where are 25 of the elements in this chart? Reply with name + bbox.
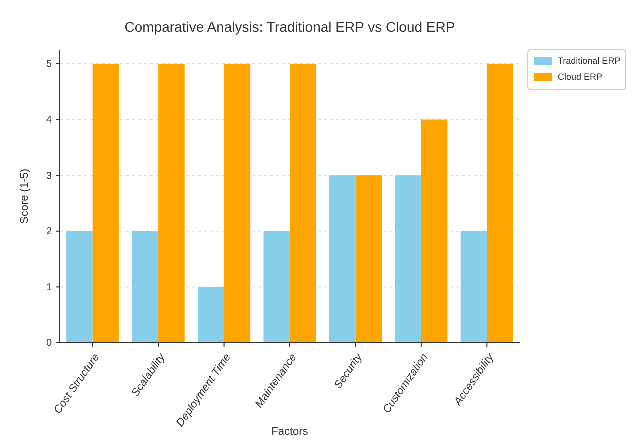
bar: [224, 64, 251, 343]
bar: [329, 176, 356, 343]
y-tick-label: 0: [46, 338, 52, 350]
y-tick-label: 2: [46, 226, 52, 238]
y-axis-title: Score (1-5): [19, 168, 31, 224]
legend-label: Cloud ERP: [558, 72, 603, 82]
y-tick-label: 1: [46, 282, 52, 294]
bar: [290, 64, 316, 343]
bar: [356, 176, 382, 343]
bar: [132, 231, 159, 343]
x-axis-title: Factors: [272, 426, 309, 438]
chart-title: Comparative Analysis: Traditional ERP vs Cloud ERP: [124, 19, 456, 35]
bar: [198, 287, 224, 343]
bar: [66, 231, 93, 343]
bar: [421, 120, 448, 343]
legend-label: Traditional ERP: [558, 56, 621, 66]
bar: [264, 231, 290, 343]
bar: [158, 64, 185, 343]
bar: [460, 231, 488, 343]
bar: [487, 64, 514, 343]
y-tick-label: 4: [46, 114, 52, 126]
bar: [395, 176, 422, 343]
bar: [92, 64, 120, 343]
y-tick-label: 5: [46, 59, 52, 70]
y-tick-label: 3: [46, 170, 52, 182]
